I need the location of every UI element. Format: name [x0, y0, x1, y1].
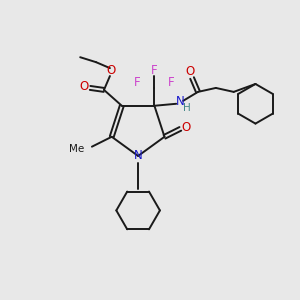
Text: F: F: [168, 76, 175, 89]
Text: N: N: [176, 95, 184, 108]
Text: O: O: [80, 80, 89, 93]
Text: N: N: [134, 149, 142, 162]
Text: Me: Me: [69, 144, 84, 154]
Text: O: O: [182, 122, 191, 134]
Text: O: O: [185, 64, 195, 78]
Text: O: O: [106, 64, 116, 76]
Text: F: F: [134, 76, 141, 89]
Text: F: F: [151, 64, 158, 76]
Text: H: H: [183, 103, 191, 113]
